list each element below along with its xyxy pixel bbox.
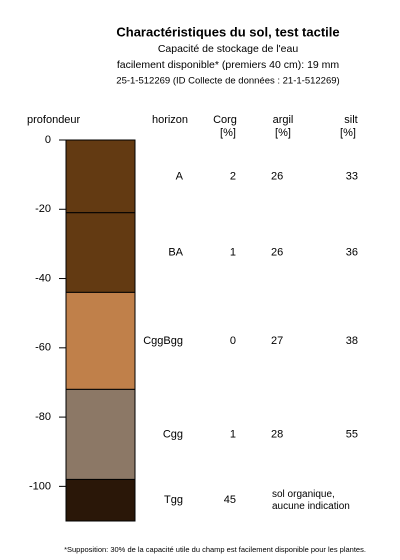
corg-value: 1 [230,428,236,440]
soil-layer [65,291,136,390]
y-tick-label: 0 [45,134,51,146]
argil-value: 27 [271,335,283,347]
column-header: [%] [220,127,236,139]
y-tick-label: -60 [35,342,51,354]
layer-note: aucune indication [272,501,350,512]
column-header: silt [344,114,357,126]
y-axis-label: profondeur [27,114,81,126]
y-tick-label: -20 [35,203,51,215]
layer-note: sol organique, [272,489,335,500]
horizon-label: CggBgg [143,335,183,347]
column-header: horizon [152,114,188,126]
argil-value: 28 [271,428,283,440]
horizon-label: A [176,170,184,182]
y-tick-label: -100 [29,480,51,492]
soil-layer [65,139,136,214]
horizon-label: BA [168,246,183,258]
y-tick-label: -80 [35,411,51,423]
silt-value: 38 [346,335,358,347]
column-header: argil [273,114,294,126]
subtitle: facilement disponible* (premiers 40 cm):… [117,59,340,71]
column-header: Corg [213,114,237,126]
silt-value: 55 [346,428,358,440]
footnote: *Supposition: 30% de la capacité utile d… [64,545,366,554]
y-tick-label: -40 [35,272,51,284]
chart-title: Charactéristiques du sol, test tactile [116,24,339,39]
column-header: [%] [275,127,291,139]
horizon-label: Cgg [163,428,183,440]
soil-layer [65,388,136,480]
corg-value: 2 [230,170,236,182]
column-header: [%] [340,127,356,139]
subtitle: Capacité de stockage de l'eau [158,43,299,55]
soil-layer [65,212,136,293]
silt-value: 36 [346,246,358,258]
argil-value: 26 [271,170,283,182]
horizon-label: Tgg [164,494,183,506]
soil-layer [65,478,136,522]
corg-value: 1 [230,246,236,258]
subtitle: 25-1-512269 (ID Collecte de données : 21… [116,76,339,87]
corg-value: 0 [230,335,236,347]
corg-value: 45 [224,494,236,506]
silt-value: 33 [346,170,358,182]
argil-value: 26 [271,246,283,258]
